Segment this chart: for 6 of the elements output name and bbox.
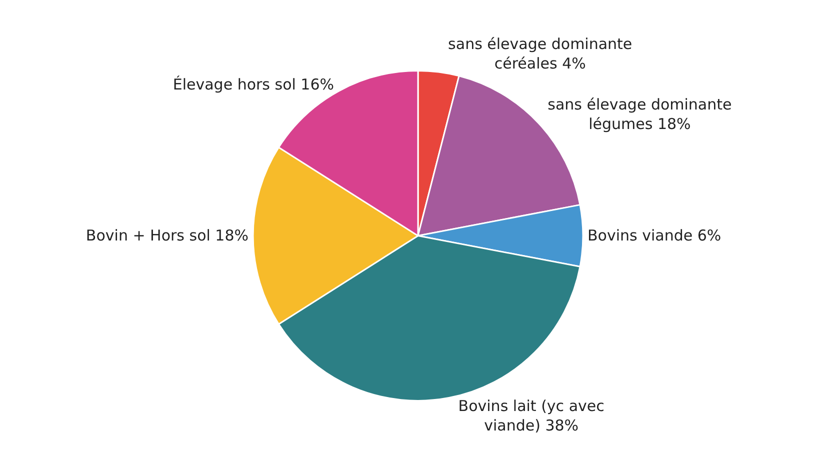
slice-label: Bovins lait (yc avec viande) 38% (458, 397, 604, 435)
slice-label: sans élevage dominante légumes 18% (548, 95, 732, 133)
slice-label: Bovins viande 6% (587, 226, 722, 245)
slice-label: sans élevage dominante céréales 4% (448, 34, 632, 72)
slice-label: Élevage hors sol 16% (172, 75, 334, 94)
slice-label: Bovin + Hors sol 18% (86, 226, 249, 245)
